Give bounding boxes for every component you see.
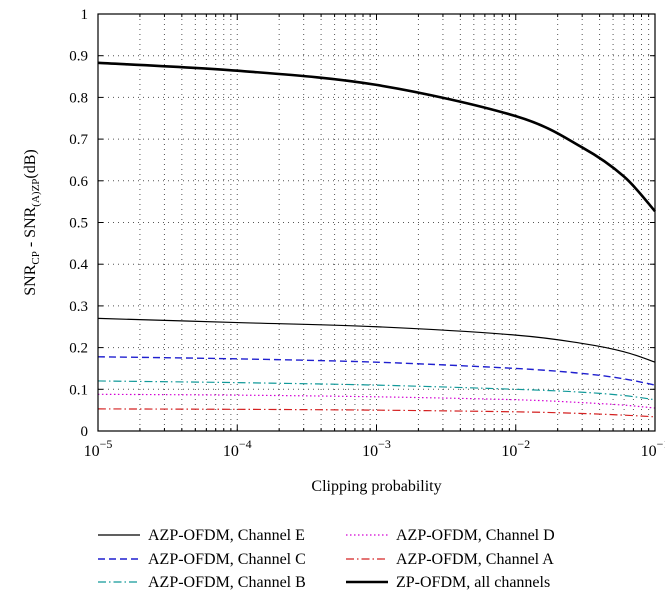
series-line <box>97 61 656 213</box>
y-tick-label: 0.8 <box>69 90 88 106</box>
y-tick-label: 0.4 <box>69 257 88 273</box>
legend-label: ZP-OFDM, all channels <box>396 574 550 591</box>
series-line <box>97 393 656 409</box>
x-tick-label: 10−4 <box>223 437 252 460</box>
legend-label: AZP-OFDM, Channel D <box>396 527 555 544</box>
series-line <box>97 380 656 401</box>
x-tick-label: 10−5 <box>84 437 113 460</box>
y-axis-label: SNRCP - SNR(A)ZP(dB) <box>22 149 42 295</box>
y-tick-label: 0.3 <box>69 299 88 315</box>
x-tick-label: 10−2 <box>501 437 530 460</box>
grid <box>98 14 655 431</box>
plot-frame <box>97 13 656 432</box>
y-tick-label: 0.2 <box>69 341 88 357</box>
y-tick-label: 0.6 <box>69 174 88 190</box>
y-tick-label: 1 <box>81 7 89 23</box>
x-axis-label: Clipping probability <box>311 478 441 495</box>
legend-label: AZP-OFDM, Channel C <box>148 551 306 568</box>
legend-label: AZP-OFDM, Channel B <box>148 574 306 591</box>
y-tick-label: 0 <box>81 424 89 440</box>
y-tick-label: 0.9 <box>69 49 88 65</box>
series-line <box>97 317 656 363</box>
series-lines <box>97 61 656 418</box>
x-tick-label: 10−1 <box>641 437 665 460</box>
legend-label: AZP-OFDM, Channel A <box>396 551 554 568</box>
y-tick-label: 0.5 <box>69 216 88 232</box>
legend-label: AZP-OFDM, Channel E <box>148 527 305 544</box>
axis-ticks: 0 0.1 0.2 0.3 0.4 0.5 0.6 0.7 0.8 0.9 1 10−5 10−4 10−… <box>69 7 665 460</box>
series-line <box>97 356 656 386</box>
y-tick-label: 0.1 <box>69 382 88 398</box>
legend: AZP-OFDM, Channel E AZP-OFDM, Channel D AZ… <box>98 527 555 591</box>
y-tick-label: 0.7 <box>69 132 88 148</box>
x-tick-label: 10−3 <box>362 437 391 460</box>
series-line <box>97 408 656 418</box>
